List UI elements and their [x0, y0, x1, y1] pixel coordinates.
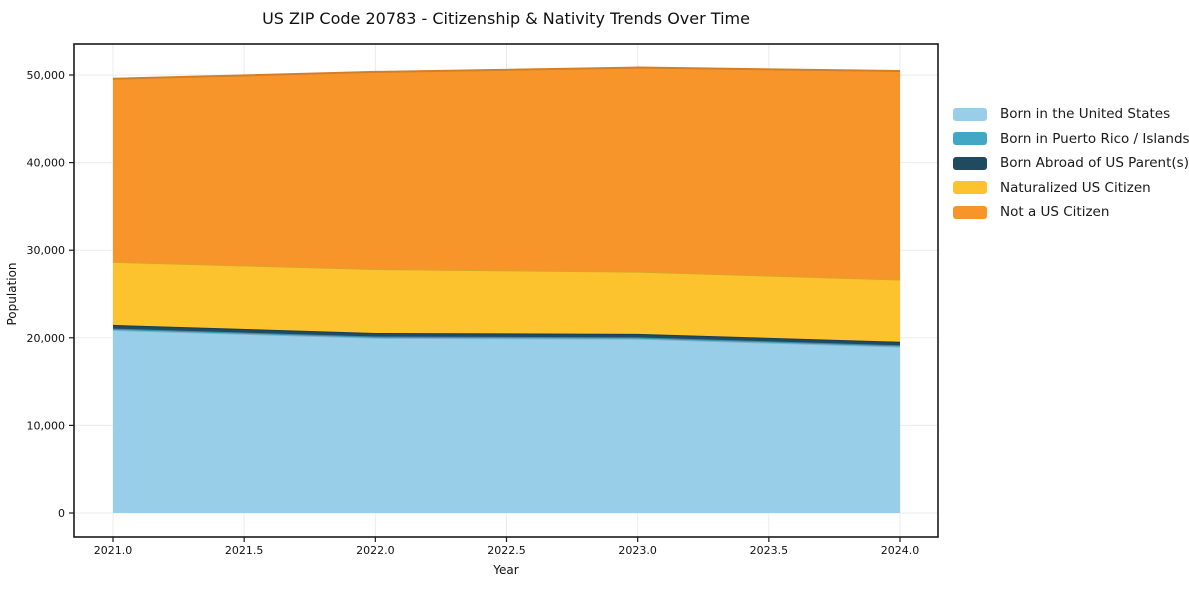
legend-label: Naturalized US Citizen [1000, 179, 1151, 196]
legend-swatch-not-citizen [953, 205, 987, 219]
legend-label: Born Abroad of US Parent(s) [1000, 155, 1189, 172]
x-axis-label: Year [492, 563, 518, 577]
y-tick-label: 40,000 [27, 157, 66, 170]
x-tick-label: 2022.0 [356, 544, 395, 557]
legend-label: Born in Puerto Rico / Islands [1000, 130, 1189, 147]
legend-item: Naturalized US Citizen [953, 176, 1189, 201]
y-tick-label: 10,000 [27, 419, 66, 432]
area-naturalized-us-citizen [113, 261, 900, 342]
y-tick-label: 0 [58, 507, 65, 520]
stacked-areas [112, 66, 901, 513]
legend-swatch-naturalized [953, 181, 987, 195]
area-not-a-us-citizen [113, 67, 900, 280]
x-tick-label: 2021.0 [94, 544, 133, 557]
y-tick-label: 50,000 [27, 69, 66, 82]
area-born-in-the-united-states [113, 329, 900, 513]
x-tick-label: 2022.5 [487, 544, 526, 557]
axis-ticks: 2021.0 2021.5 2022.0 2022.5 2023.0 2023.5 2024… [27, 69, 920, 557]
area-edge [112, 328, 901, 348]
area-edge [112, 260, 901, 281]
legend-item: Born in Puerto Rico / Islands [953, 127, 1189, 152]
x-tick-label: 2024.0 [881, 544, 920, 557]
y-tick-label: 30,000 [27, 244, 66, 257]
legend-label: Not a US Citizen [1000, 204, 1110, 221]
y-axis-label: Population [5, 262, 19, 325]
y-tick-label: 20,000 [27, 332, 66, 345]
legend-label: Born in the United States [1000, 106, 1171, 123]
x-tick-label: 2023.5 [750, 544, 789, 557]
x-tick-label: 2021.5 [225, 544, 264, 557]
legend-item: Born Abroad of US Parent(s) [953, 151, 1189, 176]
area-born-abroad-of-us-parent-s [113, 324, 900, 346]
legend-swatch-puerto-rico [953, 132, 987, 146]
legend-swatch-born-abroad [953, 156, 987, 170]
legend-swatch-born-in-us [953, 107, 987, 121]
legend-item: Not a US Citizen [953, 200, 1189, 225]
legend: Born in the United States Born in Puerto… [953, 102, 1189, 225]
chart-title: US ZIP Code 20783 - Citizenship & Nativi… [262, 9, 750, 28]
legend-item: Born in the United States [953, 102, 1189, 127]
area-edge [112, 66, 901, 80]
x-tick-label: 2023.0 [618, 544, 657, 557]
